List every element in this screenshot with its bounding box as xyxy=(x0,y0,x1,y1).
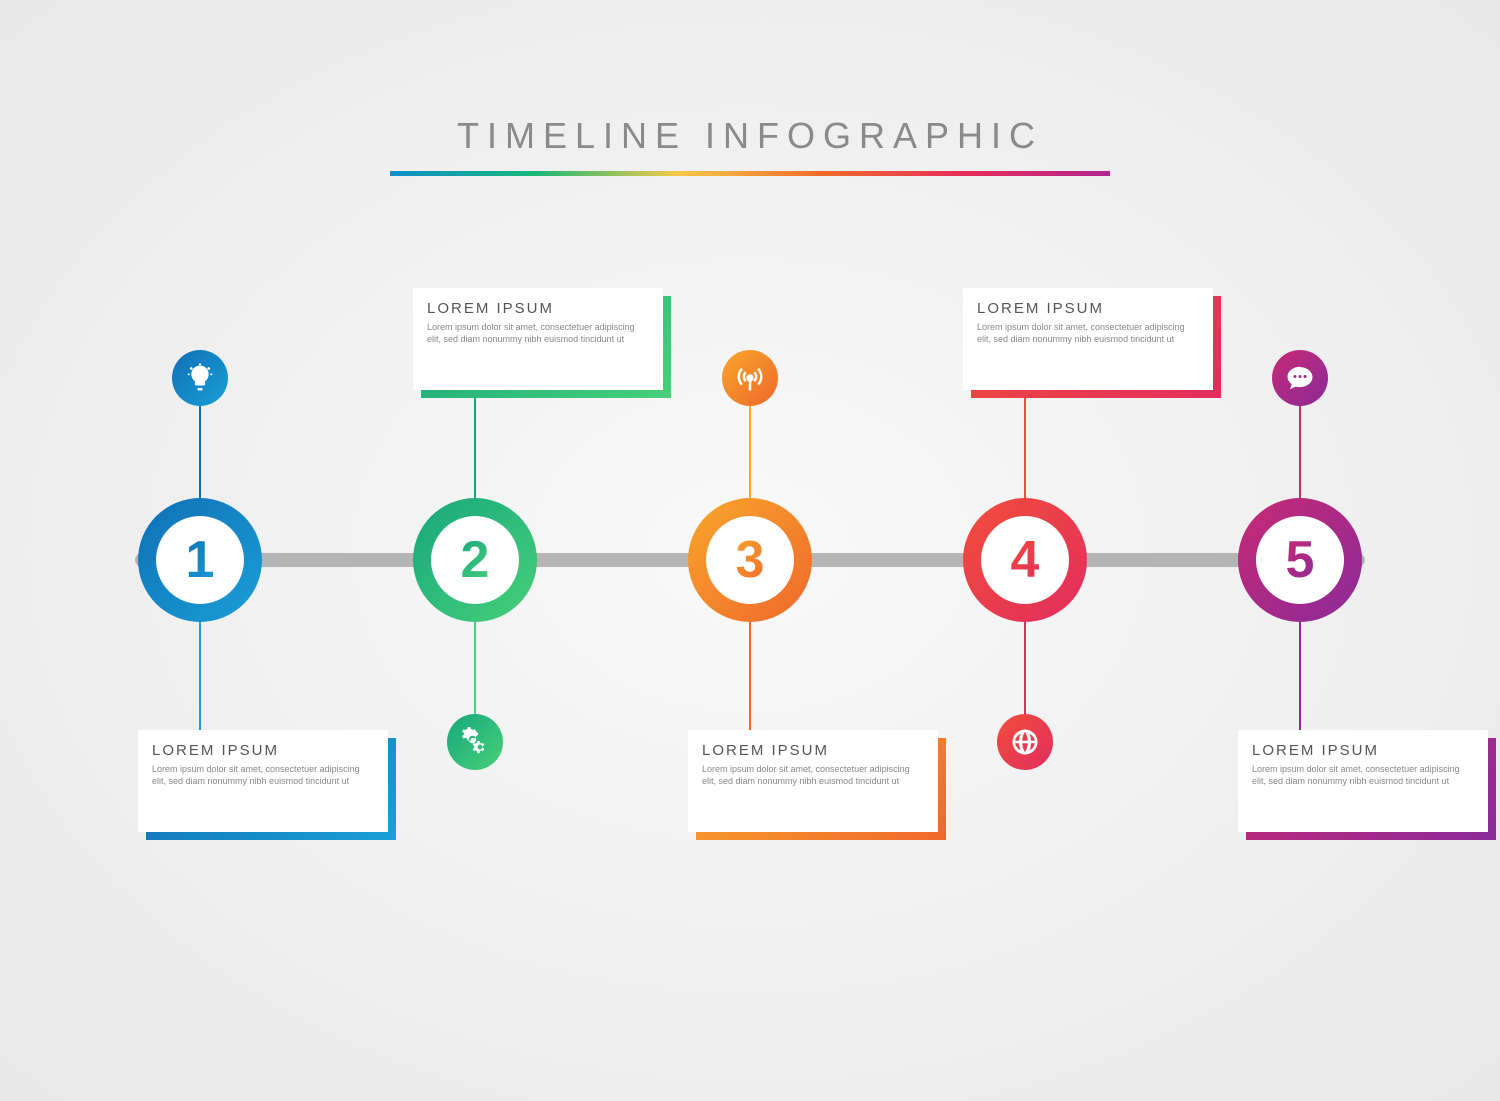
connector-to-icon xyxy=(474,622,476,714)
card-heading: LOREM IPSUM xyxy=(963,288,1213,321)
step-ring: 3 xyxy=(688,498,812,622)
step-number: 2 xyxy=(461,530,490,590)
card-body: Lorem ipsum dolor sit amet, consectetuer… xyxy=(1238,763,1488,801)
step-ring-inner: 3 xyxy=(706,516,794,604)
info-card: LOREM IPSUMLorem ipsum dolor sit amet, c… xyxy=(1238,730,1488,832)
info-card: LOREM IPSUMLorem ipsum dolor sit amet, c… xyxy=(413,288,663,390)
page-title: TIMELINE INFOGRAPHIC xyxy=(390,115,1110,157)
chat-icon xyxy=(1272,350,1328,406)
bulb-icon xyxy=(172,350,228,406)
title-underline xyxy=(390,171,1110,176)
step-ring-inner: 2 xyxy=(431,516,519,604)
timeline-step-5: 5 xyxy=(1238,498,1362,622)
header: TIMELINE INFOGRAPHIC xyxy=(390,115,1110,176)
info-card: LOREM IPSUMLorem ipsum dolor sit amet, c… xyxy=(963,288,1213,390)
globe-icon xyxy=(997,714,1053,770)
card-body: Lorem ipsum dolor sit amet, consectetuer… xyxy=(688,763,938,801)
gears-icon xyxy=(447,714,503,770)
card-body: Lorem ipsum dolor sit amet, consectetuer… xyxy=(963,321,1213,359)
card-heading: LOREM IPSUM xyxy=(688,730,938,763)
step-number: 5 xyxy=(1286,530,1315,590)
info-card: LOREM IPSUMLorem ipsum dolor sit amet, c… xyxy=(688,730,938,832)
connector-to-icon xyxy=(1299,406,1301,498)
timeline-step-1: 1 xyxy=(138,498,262,622)
info-card: LOREM IPSUMLorem ipsum dolor sit amet, c… xyxy=(138,730,388,832)
step-ring: 1 xyxy=(138,498,262,622)
connector-to-card xyxy=(199,622,201,730)
card-heading: LOREM IPSUM xyxy=(138,730,388,763)
connector-to-card xyxy=(474,390,476,498)
connector-to-icon xyxy=(749,406,751,498)
card-body: Lorem ipsum dolor sit amet, consectetuer… xyxy=(138,763,388,801)
step-number: 3 xyxy=(736,530,765,590)
timeline-step-2: 2 xyxy=(413,498,537,622)
step-ring: 5 xyxy=(1238,498,1362,622)
connector-to-card xyxy=(749,622,751,730)
step-ring: 4 xyxy=(963,498,1087,622)
connector-to-card xyxy=(1299,622,1301,730)
timeline-step-3: 3 xyxy=(688,498,812,622)
antenna-icon xyxy=(722,350,778,406)
step-ring: 2 xyxy=(413,498,537,622)
connector-to-card xyxy=(1024,390,1026,498)
step-ring-inner: 1 xyxy=(156,516,244,604)
card-heading: LOREM IPSUM xyxy=(1238,730,1488,763)
step-ring-inner: 4 xyxy=(981,516,1069,604)
card-body: Lorem ipsum dolor sit amet, consectetuer… xyxy=(413,321,663,359)
timeline-step-4: 4 xyxy=(963,498,1087,622)
step-number: 4 xyxy=(1011,530,1040,590)
card-heading: LOREM IPSUM xyxy=(413,288,663,321)
step-number: 1 xyxy=(186,530,215,590)
connector-to-icon xyxy=(199,406,201,498)
step-ring-inner: 5 xyxy=(1256,516,1344,604)
connector-to-icon xyxy=(1024,622,1026,714)
